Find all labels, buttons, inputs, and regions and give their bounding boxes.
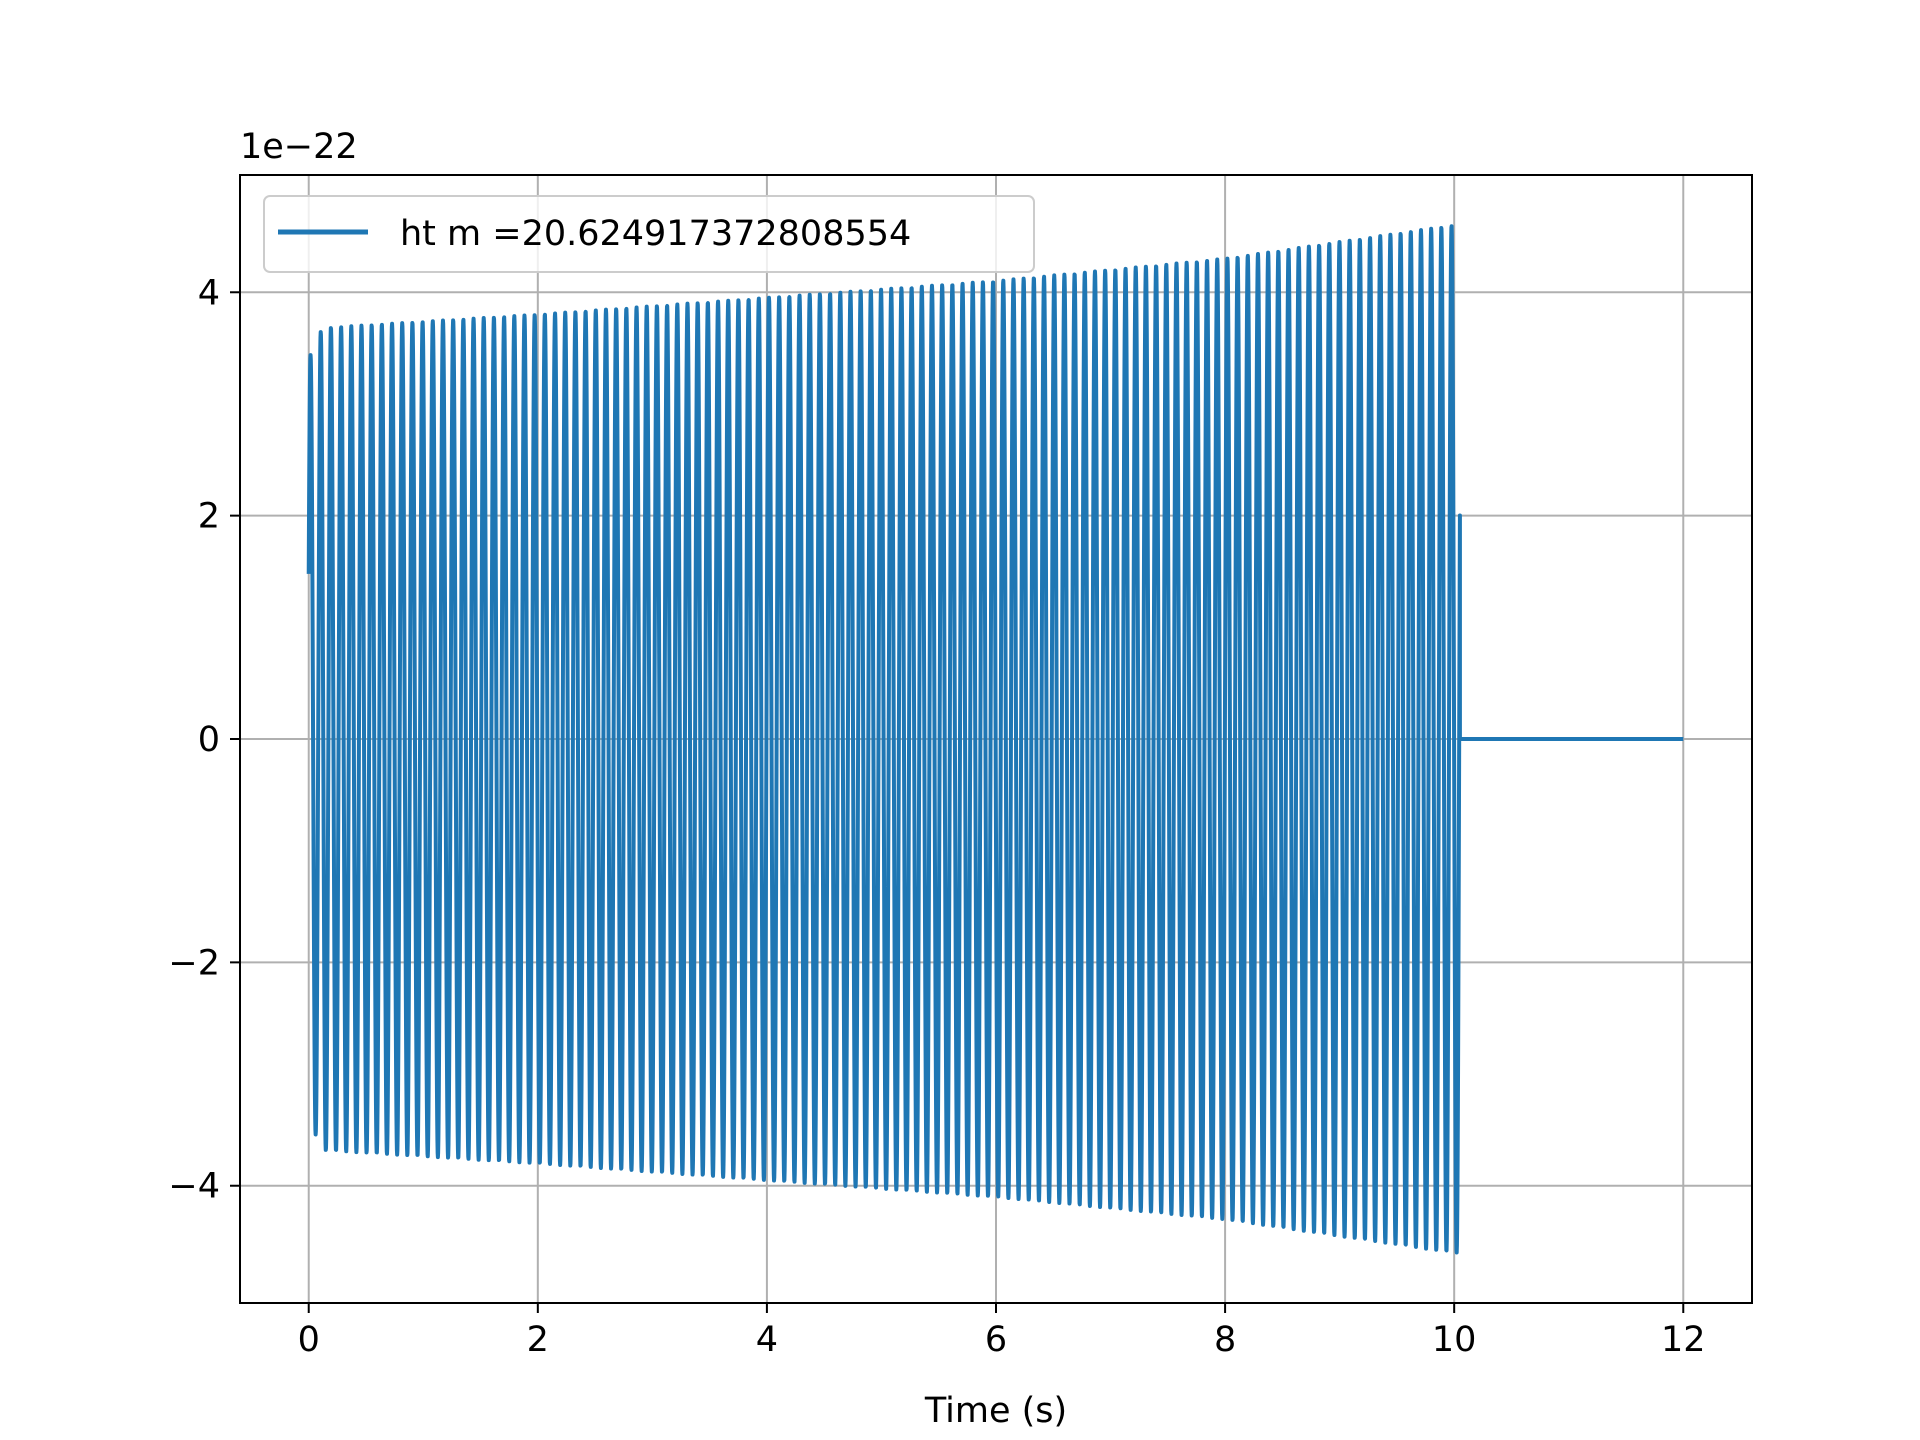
y-tick-label: 2 xyxy=(198,497,220,537)
x-tick-label: 0 xyxy=(298,1320,320,1360)
axis-ticks: 0 2 4 6 8 10 12 −4 −2 0 2 4 xyxy=(168,273,1705,1360)
x-tick-label: 12 xyxy=(1661,1320,1706,1360)
plot-area xyxy=(306,224,1684,1255)
x-tick-label: 10 xyxy=(1432,1320,1477,1360)
y-tick-label: −4 xyxy=(168,1167,220,1207)
x-axis-label: Time (s) xyxy=(924,1391,1067,1431)
y-offset-label: 1e−22 xyxy=(240,127,358,167)
x-tick-label: 8 xyxy=(1214,1320,1236,1360)
y-tick-label: 4 xyxy=(198,273,220,313)
series-line xyxy=(306,224,1684,1255)
x-tick-label: 2 xyxy=(527,1320,549,1360)
y-tick-label: 0 xyxy=(198,720,220,760)
x-tick-label: 4 xyxy=(756,1320,778,1360)
y-tick-label: −2 xyxy=(168,943,220,983)
x-tick-label: 6 xyxy=(985,1320,1007,1360)
legend-label: ht m =20.624917372808554 xyxy=(400,214,911,254)
legend: ht m =20.624917372808554 xyxy=(263,195,1035,273)
legend-box xyxy=(263,195,1035,273)
